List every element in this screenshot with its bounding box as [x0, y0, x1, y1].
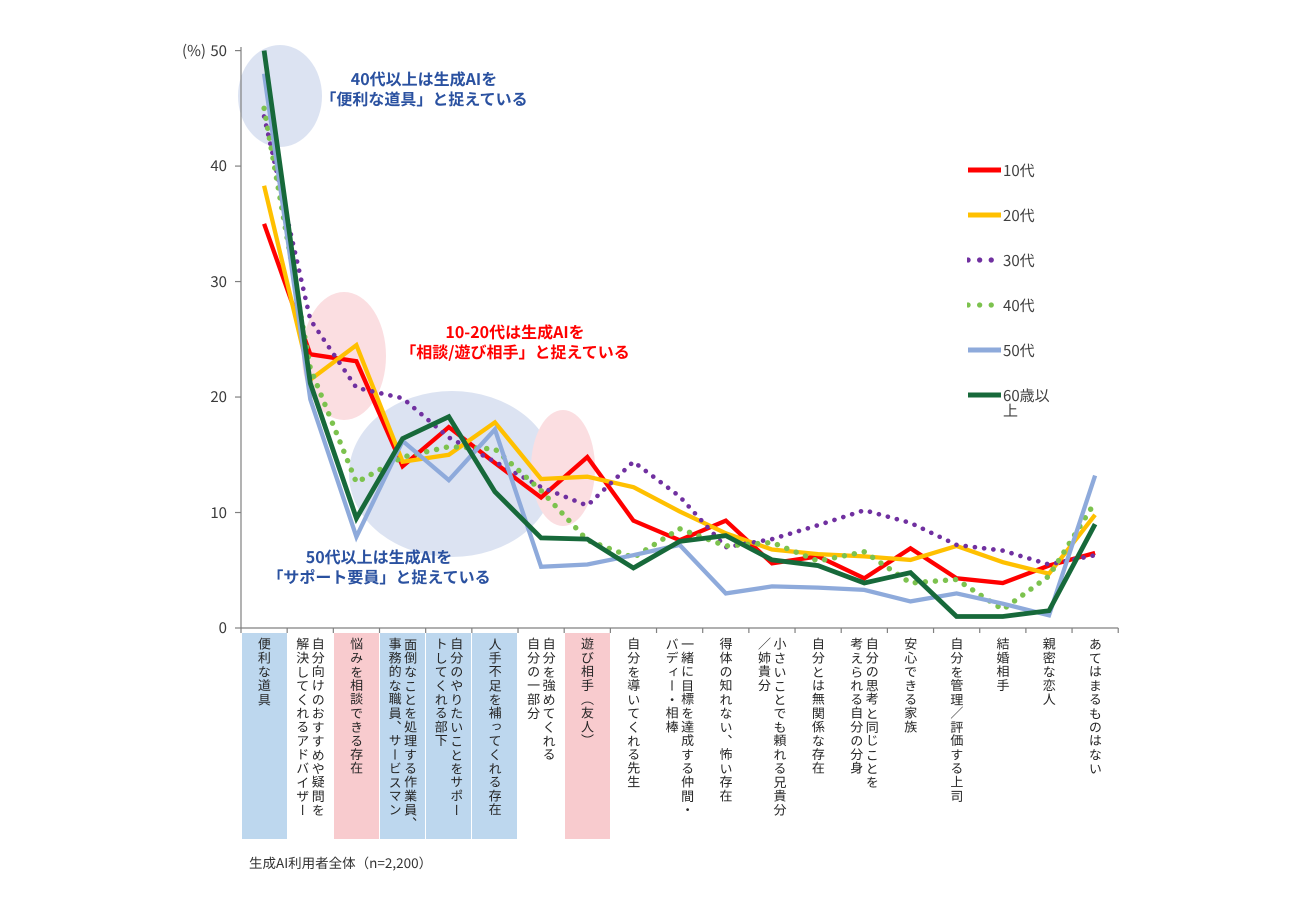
category-highlight-pink	[333, 633, 379, 839]
legend-label: 30代	[1003, 249, 1035, 271]
annotation-line: 「相談/遊び相手」と捉えている	[400, 338, 630, 363]
y-tick-label: 50	[210, 39, 227, 61]
category-highlight-blue	[472, 633, 518, 839]
legend-label: 50代	[1003, 339, 1035, 361]
category-label: あてはまるものはない	[1085, 637, 1105, 775]
y-axis-unit-label: (%)	[182, 39, 206, 61]
legend-swatch-age-10s	[968, 167, 1001, 173]
annotation-40s-and-above: 40代以上は生成AIを 「便利な道具」と捉えている	[320, 66, 528, 110]
legend-swatch-age-30s	[967, 257, 1002, 263]
legend-label: 60歳以上	[1003, 384, 1050, 421]
category-label: 遊び相手（友人）	[578, 637, 598, 748]
category-label: 安心できる家族	[901, 637, 921, 734]
category-highlight-blue	[426, 633, 472, 839]
axes-layer	[235, 47, 1119, 633]
category-label: 自分向けのおすすめや疑問を 解決してくれるアドバイザー	[293, 637, 328, 817]
highlight-ellipse	[531, 410, 595, 526]
annotation-10-20s: 10-20代は生成AIを 「相談/遊び相手」と捉えている	[400, 319, 630, 363]
category-label: 自分の思考と同じことを 考えられる自分の分身	[847, 637, 882, 789]
y-tick-label: 10	[210, 501, 227, 523]
legend-item-age-20s: 20代	[967, 204, 1035, 226]
y-tick-label: 20	[210, 386, 227, 408]
y-tick-label: 30	[210, 270, 227, 292]
legend-item-age-10s: 10代	[967, 159, 1035, 181]
category-label: 親密な恋人	[1039, 637, 1059, 706]
category-highlight-blue	[241, 633, 287, 839]
category-label: 面倒なことを処理する作業員、 事務的な職員、サービスマン	[385, 637, 421, 831]
category-label: 人手不足を補ってくれる存在	[485, 637, 505, 817]
legend-item-age-50s: 50代	[967, 339, 1035, 361]
legend-item-age-40s: 40代	[967, 294, 1035, 316]
legend-item-age-60-plus: 60歳以上	[967, 384, 1051, 418]
annotation-line: 「便利な道具」と捉えている	[320, 85, 528, 110]
annotation-line: 10-20代は生成AIを	[445, 319, 585, 343]
series-line-age-60-plus	[261, 50, 1098, 619]
annotation-line: 「サポート要員」と捉えている	[267, 563, 491, 588]
category-highlight-pink	[564, 633, 610, 839]
highlight-ellipse	[238, 45, 322, 147]
annotation-line: 50代以上は生成AIを	[305, 544, 453, 568]
category-label: 自分とは無関係な存在	[808, 637, 828, 775]
annotation-50s-and-above: 50代以上は生成AIを 「サポート要員」と捉えている	[267, 544, 491, 588]
legend-swatch-age-50s	[968, 347, 1001, 353]
legend-swatch-age-40s	[967, 302, 1002, 308]
series-line-age-30s	[261, 114, 1098, 567]
category-label: 結婚相手	[993, 637, 1013, 693]
annotation-line: 40代以上は生成AIを	[350, 66, 498, 90]
category-label: 自分を管理／評価する上司	[947, 637, 967, 803]
category-label: 自分のやりたいことをサポー トしてくれる部下	[431, 637, 467, 817]
category-label: 自分を強めてくれる 自分の一部分	[524, 637, 559, 762]
series-line-age-40s	[261, 105, 1098, 613]
legend-label: 10代	[1003, 159, 1035, 181]
category-label: 一緒に目標を達成する仲間・ バディー・相棒	[662, 637, 698, 817]
legend-label: 20代	[1003, 204, 1035, 226]
legend-item-age-30s: 30代	[967, 249, 1035, 271]
sample-note: 生成AI利用者全体（n=2,200）	[249, 852, 433, 872]
y-tick-label: 0	[218, 617, 227, 638]
y-tick-label: 40	[210, 155, 227, 177]
category-label: 自分を導いてくれる先生	[624, 637, 644, 789]
legend-label: 40代	[1003, 294, 1035, 316]
category-label: 得体の知れない、怖い存在	[716, 637, 736, 803]
series-layer	[261, 50, 1098, 619]
legend-swatch-age-60-plus	[968, 392, 1001, 398]
category-label: 悩みを相談できる存在	[347, 637, 367, 775]
category-label: 小さいことでも頼れる兄貴分 ／姉貴分	[754, 637, 790, 817]
category-highlight-blue	[380, 633, 426, 839]
legend-swatch-age-20s	[968, 212, 1001, 218]
category-label: 便利な道具	[254, 637, 274, 706]
